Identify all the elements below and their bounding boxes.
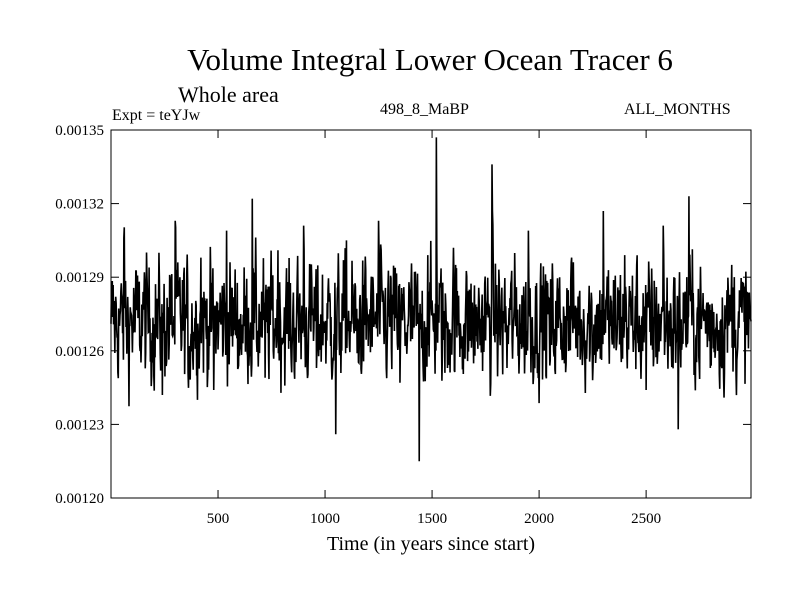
page-title: Volume Integral Lower Ocean Tracer 6	[187, 42, 673, 77]
y-tick-label: 0.00135	[55, 123, 104, 139]
region-subtitle: Whole area	[178, 82, 279, 107]
y-tick-label: 0.00120	[55, 491, 104, 507]
y-tick-label: 0.00129	[55, 270, 104, 286]
dataset-label: 498_8_MaBP	[380, 101, 469, 118]
y-axis: 0.00120 0.00123 0.00126 0.00129 0.00132 0.001…	[55, 123, 751, 507]
period-label: ALL_MONTHS	[624, 101, 731, 118]
x-tick-label: 2000	[524, 511, 554, 527]
y-tick-label: 0.00123	[55, 417, 104, 433]
x-tick-label: 2500	[631, 511, 661, 527]
y-tick-label: 0.00132	[55, 197, 104, 213]
x-tick-label: 1500	[417, 511, 447, 527]
experiment-label: Expt = teYJw	[112, 107, 201, 124]
x-tick-label: 1000	[310, 511, 340, 527]
y-tick-label: 0.00126	[55, 344, 104, 360]
x-tick-label: 500	[207, 511, 230, 527]
series-line	[110, 137, 752, 462]
x-axis: 500 1000 1500 2000 2500	[207, 130, 661, 527]
x-axis-label: Time (in years since start)	[327, 533, 535, 555]
